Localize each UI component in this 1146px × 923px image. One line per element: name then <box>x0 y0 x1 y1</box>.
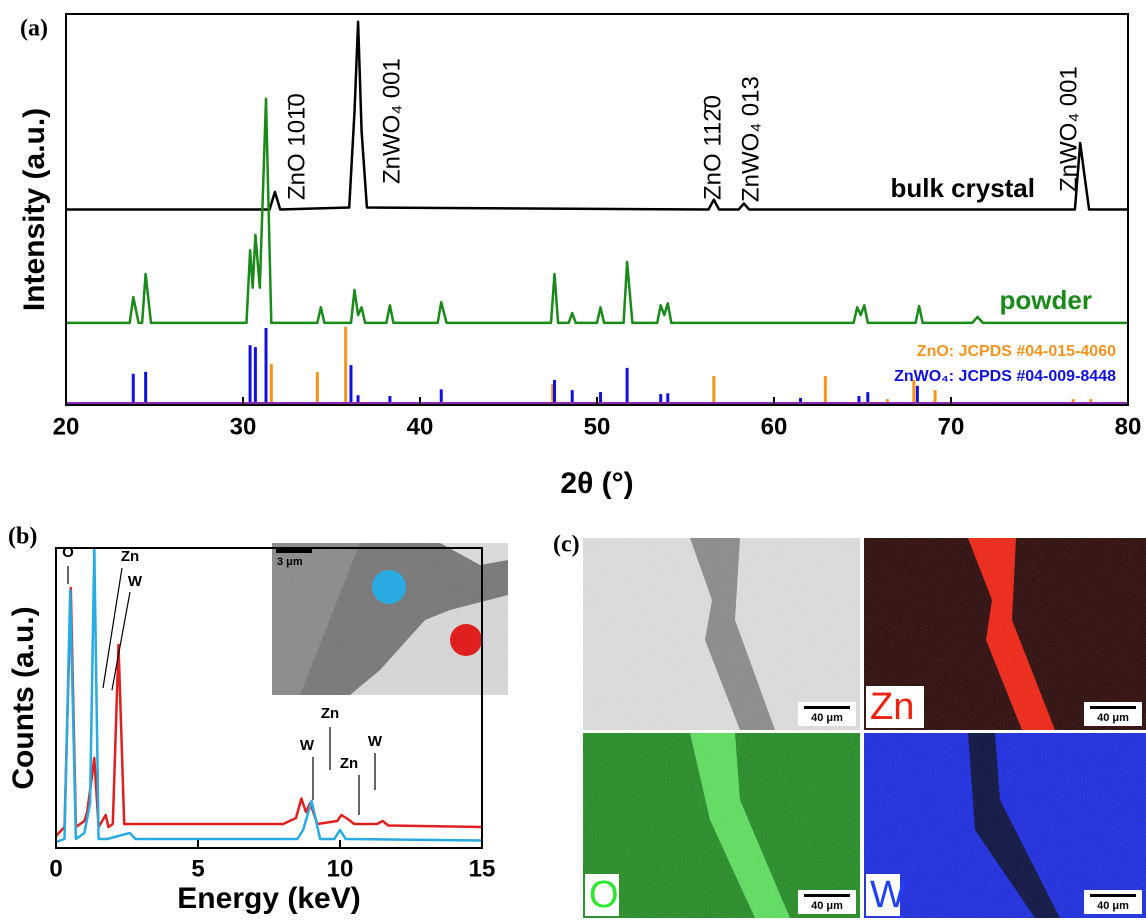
x-tick-label: 70 <box>938 413 965 440</box>
x-tick-label: 60 <box>761 413 788 440</box>
peak-annotation: Zn <box>121 548 139 565</box>
x-tick-label: 5 <box>191 855 204 882</box>
x-tick-label: 10 <box>327 855 354 882</box>
peak-annotation: Zn <box>340 755 358 772</box>
series-label: bulk crystal <box>890 173 1035 203</box>
peak-annotation: ZnWO₄ 013 <box>737 76 764 202</box>
scale-bar-label: 40 μm <box>1097 712 1129 724</box>
x-tick-label: 0 <box>49 855 62 882</box>
x-tick-label: 20 <box>53 413 80 440</box>
x-tick-label: 15 <box>469 855 496 882</box>
panel-label: (a) <box>20 16 48 42</box>
scale-bar-label: 40 μm <box>811 712 843 724</box>
figure: (a) (b) (c) 3 μm 40 μm 40 μm Zn 40 μm O 40 μm… <box>0 0 1146 918</box>
peak-annotation: W <box>300 737 315 754</box>
x-axis-title: 2θ (°) <box>560 467 633 500</box>
map-label: W <box>870 874 906 916</box>
series-label: powder <box>1000 285 1092 315</box>
inset-image <box>272 543 508 695</box>
peak-annotation: O <box>62 544 74 561</box>
x-axis-title: Energy (keV) <box>177 882 360 915</box>
peak-annotation: W <box>368 733 383 750</box>
x-tick-label: 30 <box>230 413 257 440</box>
peak-annotation: ZnO 112̄0 <box>699 95 726 200</box>
sem-image <box>583 538 860 730</box>
map-label: Zn <box>870 686 914 728</box>
x-tick-label: 50 <box>584 413 611 440</box>
y-axis-title: Intensity (a.u.) <box>18 108 51 311</box>
scale-bar-label: 40 μm <box>1097 900 1129 912</box>
peak-annotation: ZnWO₄ 001 <box>1055 66 1082 192</box>
peak-annotation: Zn <box>321 705 339 722</box>
peak-annotation: ZnO 101̄0 <box>283 93 310 200</box>
scale-bar-label: 3 μm <box>277 556 303 568</box>
annotation-line <box>112 592 130 690</box>
scale-bar <box>1090 894 1136 897</box>
x-tick-label: 80 <box>1115 413 1142 440</box>
scale-bar <box>804 706 850 709</box>
x-tick-label: 40 <box>407 413 434 440</box>
scale-bar <box>804 894 850 897</box>
panel-label: (c) <box>553 532 580 558</box>
y-axis-title: Counts (a.u.) <box>7 606 40 789</box>
map-label: O <box>589 874 619 916</box>
panel-label: (b) <box>8 524 37 550</box>
scale-bar <box>1090 706 1136 709</box>
peak-annotation: W <box>128 573 143 590</box>
spectrum-line <box>66 99 1128 323</box>
series-label: ZnWO₄: JCPDS #04-009-8448 <box>894 368 1116 385</box>
series-label: ZnO: JCPDS #04-015-4060 <box>917 343 1116 360</box>
peak-annotation: ZnWO₄ 001 <box>378 58 405 184</box>
scale-bar-label: 40 μm <box>811 900 843 912</box>
